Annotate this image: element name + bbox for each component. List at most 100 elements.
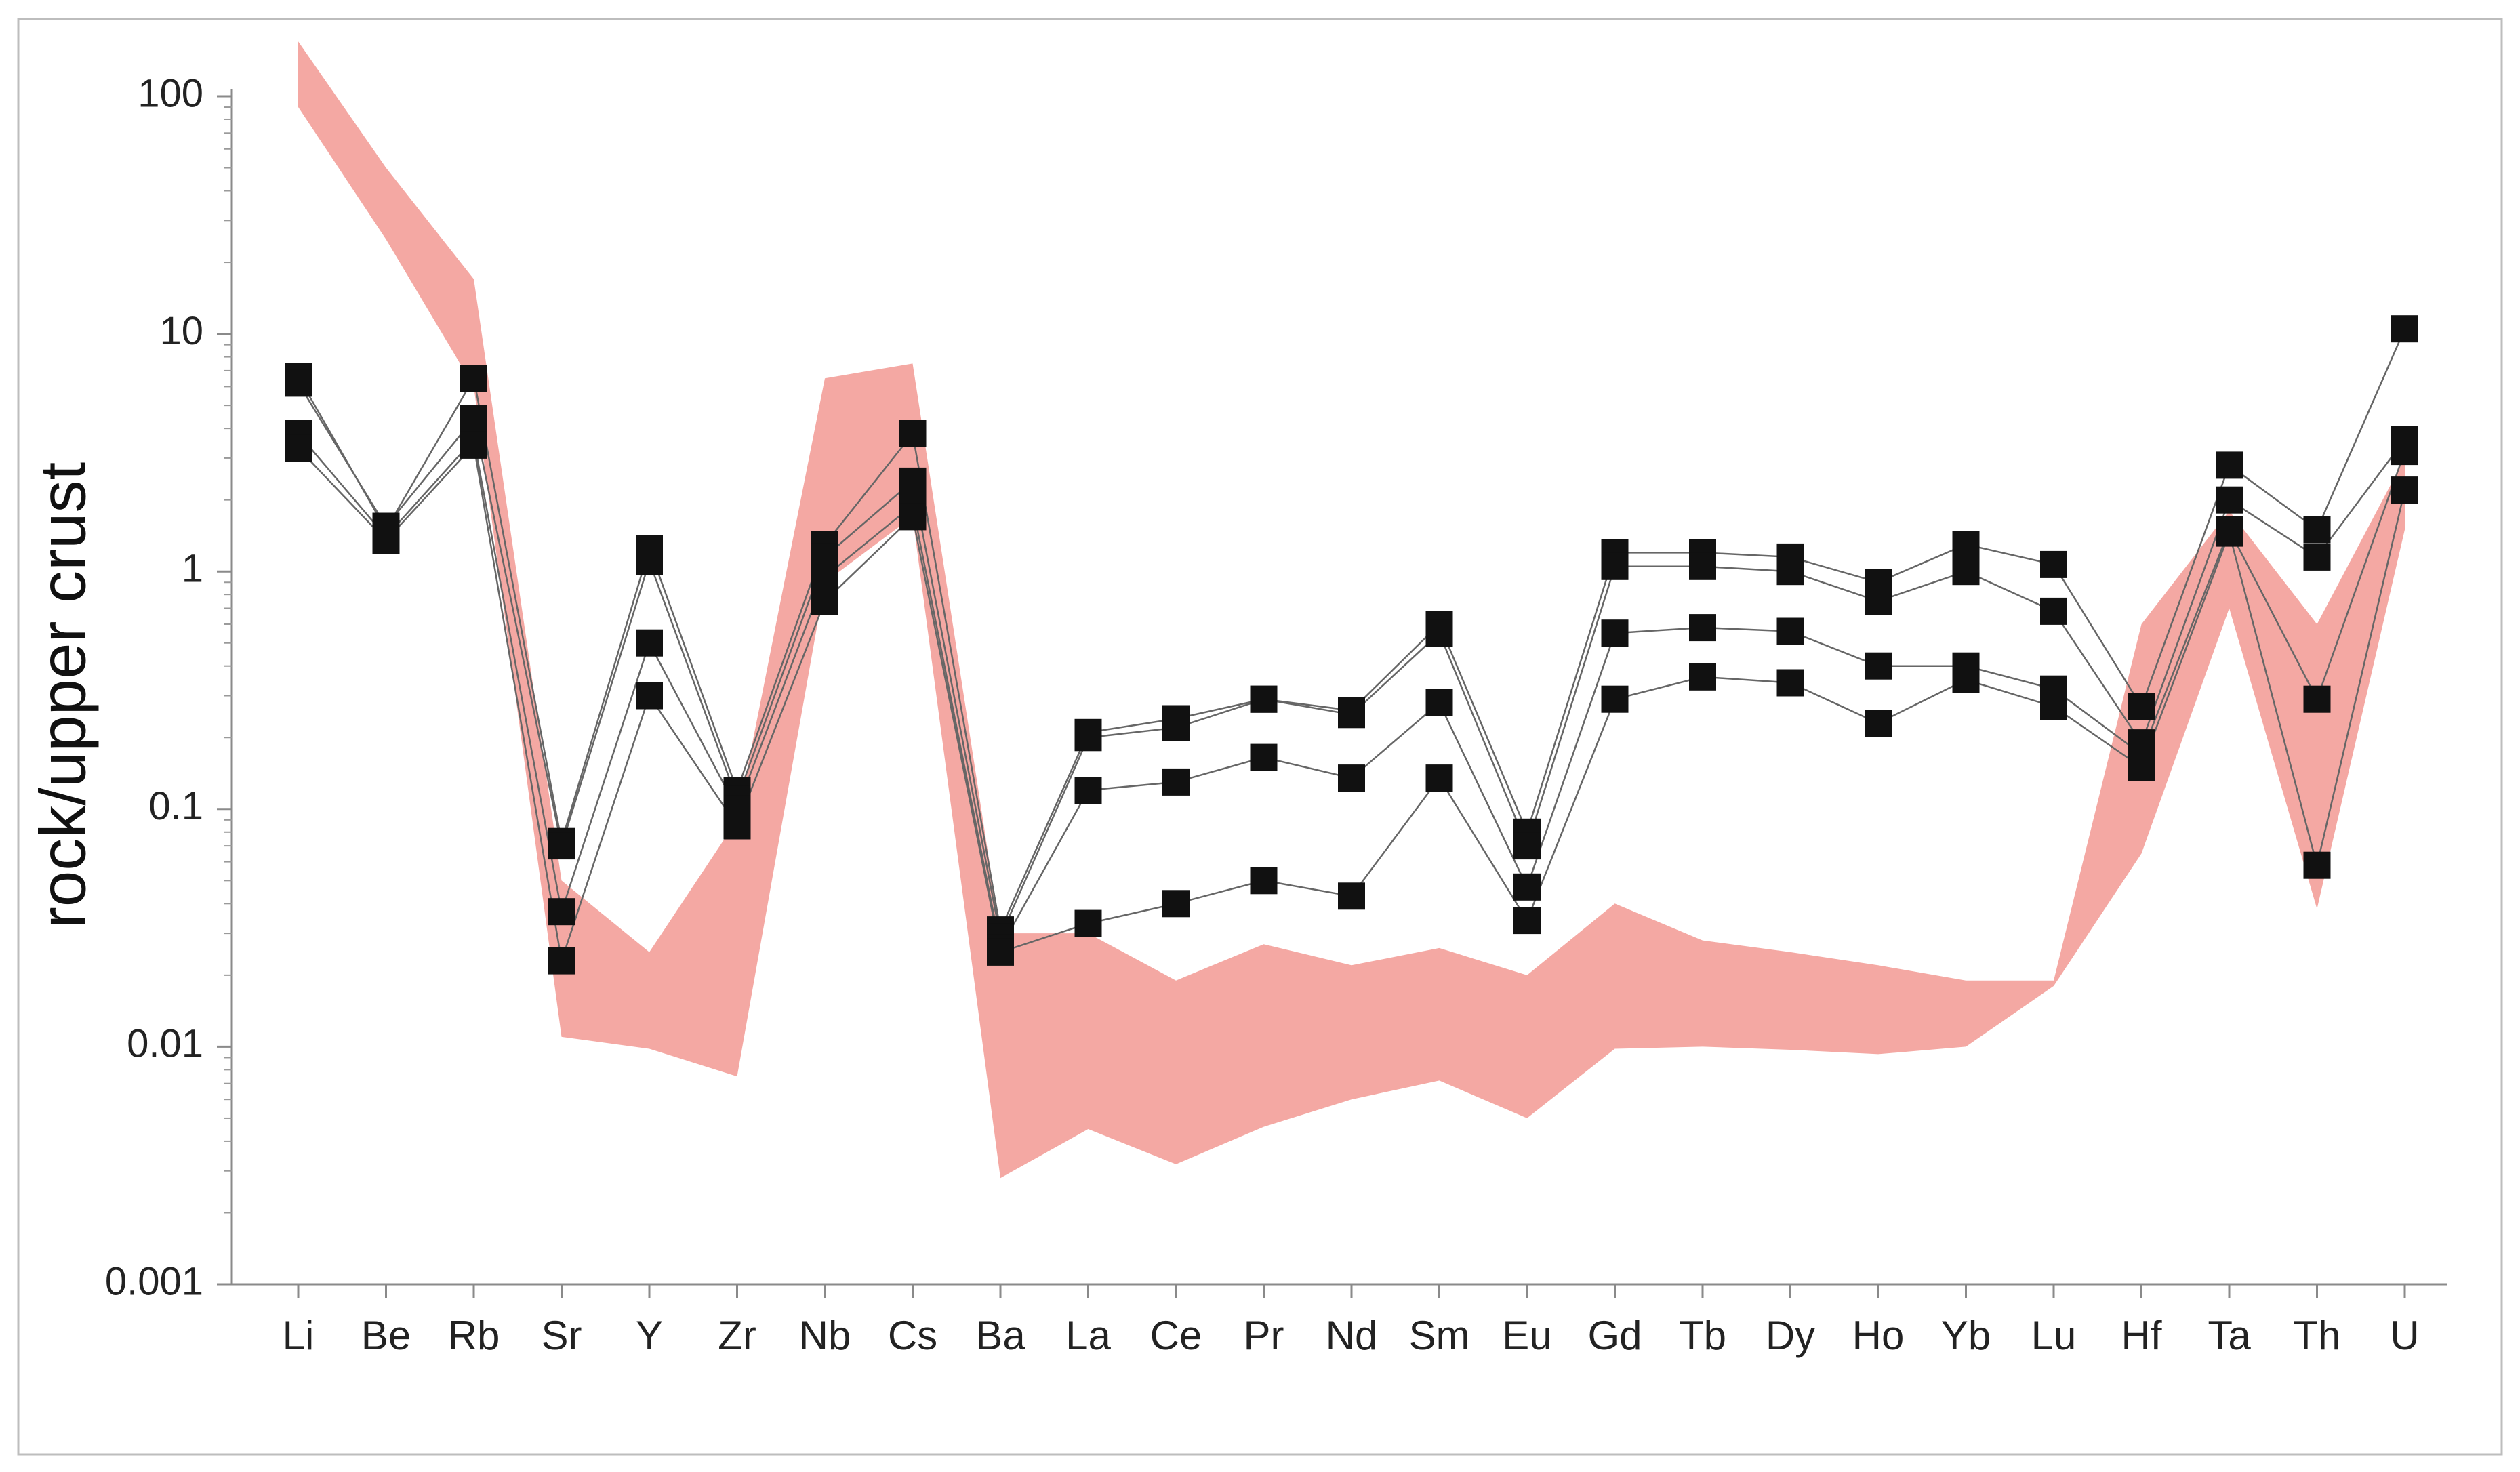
x-tick-label-dy: Dy — [1766, 1313, 1815, 1358]
axes: 100 10 1 0.1 0.01 0.001 Li Be Rb Sr Y Zr Nb Cs Ba La Ce P… — [105, 71, 2447, 1358]
x-tick-label-pr: Pr — [1244, 1313, 1284, 1358]
x-tick-label-y: Y — [636, 1313, 663, 1358]
x-tick-label-la: La — [1065, 1313, 1111, 1358]
data-point-s3-sm — [1425, 689, 1453, 716]
data-point-s4-pr — [1250, 867, 1278, 895]
data-point-s1-hf — [2128, 693, 2155, 720]
data-point-s2-li — [285, 369, 312, 397]
data-point-s2-tb — [1689, 552, 1716, 580]
data-point-s3-nb — [811, 563, 838, 590]
data-point-s2-y — [636, 548, 663, 575]
data-point-s1-u — [2391, 315, 2418, 343]
data-point-s4-dy — [1776, 669, 1804, 697]
x-tick-label-gd: Gd — [1587, 1313, 1642, 1358]
data-point-s4-ta — [2216, 519, 2243, 547]
data-point-s2-nd — [1338, 701, 1365, 729]
x-tick-label-nb: Nb — [799, 1313, 851, 1358]
data-point-s3-ho — [1865, 652, 1892, 680]
y-tick-label: 0.1 — [148, 784, 203, 828]
data-point-s4-ho — [1865, 710, 1892, 737]
data-point-s4-gd — [1601, 685, 1629, 713]
data-point-s3-th — [2303, 685, 2331, 713]
x-tick-label-zr: Zr — [718, 1313, 756, 1358]
data-point-s3-la — [1074, 777, 1102, 804]
x-tick-label-lu: Lu — [2031, 1313, 2077, 1358]
data-point-s4-lu — [2040, 693, 2067, 720]
data-point-s4-th — [2303, 851, 2331, 879]
series-markers — [285, 315, 2418, 975]
data-point-s2-la — [1074, 724, 1102, 752]
chart-border — [17, 18, 2503, 1456]
x-tick-label-be: Be — [361, 1313, 411, 1358]
data-point-s3-sr — [548, 898, 575, 926]
data-point-s2-sr — [548, 832, 575, 860]
y-axis-title: rock/upper crust — [26, 462, 99, 928]
data-point-s3-eu — [1513, 873, 1541, 901]
x-tick-label-hf: Hf — [2121, 1313, 2162, 1358]
data-point-s4-la — [1074, 909, 1102, 937]
data-point-s2-dy — [1776, 558, 1804, 586]
data-point-s2-yb — [1952, 558, 1980, 586]
data-point-s3-pr — [1250, 743, 1278, 771]
data-point-s4-be — [372, 527, 400, 554]
data-point-s4-u — [2391, 476, 2418, 504]
data-point-s4-hf — [2128, 754, 2155, 781]
data-point-s1-th — [2303, 516, 2331, 544]
data-point-s4-zr — [723, 812, 751, 840]
y-axis-title-group: rock/upper crust — [26, 462, 99, 928]
data-point-s2-ce — [1162, 714, 1190, 741]
data-point-s1-lu — [2040, 550, 2067, 578]
y-tick-label: 100 — [138, 71, 203, 115]
data-point-s3-ce — [1162, 768, 1190, 796]
y-tick-label: 10 — [159, 309, 203, 353]
data-point-s4-sm — [1425, 764, 1453, 792]
data-point-s4-ba — [987, 938, 1014, 966]
data-point-s2-lu — [2040, 597, 2067, 625]
range-band — [298, 41, 2405, 1179]
data-point-s2-pr — [1250, 685, 1278, 713]
data-point-s3-nd — [1338, 764, 1365, 792]
data-point-s2-ta — [2216, 486, 2243, 514]
data-point-s1-ta — [2216, 451, 2243, 479]
band-layer — [298, 41, 2405, 1179]
data-point-s4-cs — [899, 503, 927, 531]
x-tick-label-ta: Ta — [2208, 1313, 2251, 1358]
data-point-s3-u — [2391, 438, 2418, 466]
x-tick-label-sr: Sr — [542, 1313, 582, 1358]
data-point-s1-cs — [899, 420, 927, 447]
data-point-s4-nb — [811, 588, 838, 615]
x-tick-label-eu: Eu — [1502, 1313, 1551, 1358]
data-point-s2-sm — [1425, 619, 1453, 647]
x-tick-label-sm: Sm — [1409, 1313, 1470, 1358]
x-tick-label-li: Li — [283, 1313, 314, 1358]
data-point-s4-li — [285, 434, 312, 462]
data-point-s4-eu — [1513, 907, 1541, 935]
x-tick-label-ba: Ba — [975, 1313, 1025, 1358]
data-point-s2-ho — [1865, 588, 1892, 615]
x-tick-label-cs: Cs — [888, 1313, 937, 1358]
data-point-s2-gd — [1601, 552, 1629, 580]
data-point-s4-tb — [1689, 663, 1716, 691]
data-point-s3-gd — [1601, 619, 1629, 647]
data-point-s3-tb — [1689, 614, 1716, 642]
data-point-s4-sr — [548, 947, 575, 975]
y-tick-label: 0.01 — [127, 1022, 203, 1066]
x-tick-label-yb: Yb — [1941, 1313, 1991, 1358]
x-tick-label-u: U — [2390, 1313, 2419, 1358]
x-tick-label-nd: Nd — [1326, 1313, 1378, 1358]
data-point-s3-y — [636, 629, 663, 657]
data-point-s2-th — [2303, 543, 2331, 571]
data-point-s3-dy — [1776, 617, 1804, 645]
data-point-s4-ce — [1162, 890, 1190, 918]
x-tick-label-rb: Rb — [448, 1313, 500, 1358]
data-point-s1-rb — [460, 365, 487, 392]
x-tick-label-tb: Tb — [1679, 1313, 1726, 1358]
x-tick-label-ce: Ce — [1150, 1313, 1202, 1358]
data-point-s4-yb — [1952, 666, 1980, 693]
data-point-s4-nd — [1338, 882, 1365, 910]
data-point-s4-y — [636, 682, 663, 710]
data-point-s2-eu — [1513, 832, 1541, 860]
data-point-s1-yb — [1952, 531, 1980, 558]
